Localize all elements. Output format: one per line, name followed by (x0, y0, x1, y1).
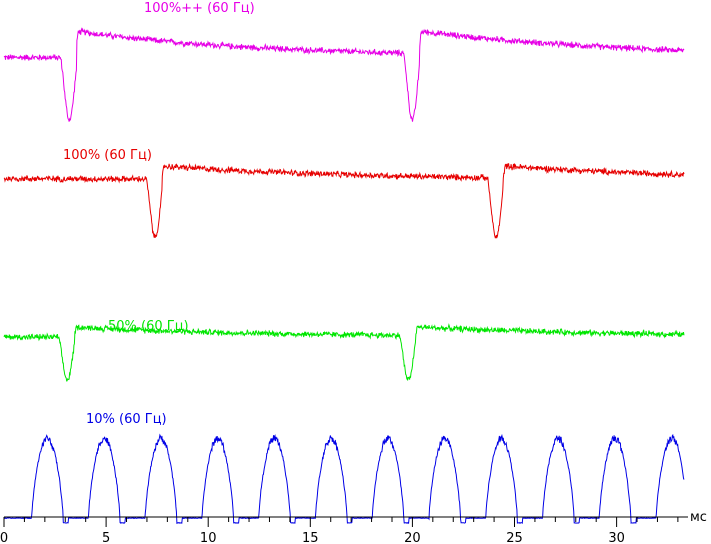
x-ticks: 0 5 10 15 20 25 30 (0, 517, 679, 544)
x-tick-label-3: 15 (302, 531, 319, 544)
series-label-3: 10% (60 Гц) (86, 412, 167, 427)
series-line-1 (3, 162, 685, 239)
series-label-0: 100%++ (60 Гц) (144, 1, 255, 16)
x-axis: 0 5 10 15 20 25 30 мс (0, 510, 707, 544)
series-line-3 (3, 433, 685, 525)
x-tick-label-2: 10 (200, 531, 217, 544)
series-line-0 (3, 27, 685, 122)
x-tick-label-0: 0 (0, 531, 8, 544)
series-line-2 (3, 323, 685, 382)
series-label-1: 100% (60 Гц) (63, 148, 152, 163)
series-label-2: 50% (60 Гц) (108, 319, 189, 334)
x-axis-unit-label: мс (690, 510, 707, 525)
traces-group (3, 27, 685, 525)
x-tick-label-4: 20 (404, 531, 421, 544)
x-tick-label-6: 30 (608, 531, 625, 544)
x-tick-label-5: 25 (506, 531, 523, 544)
x-tick-label-1: 5 (102, 531, 110, 544)
